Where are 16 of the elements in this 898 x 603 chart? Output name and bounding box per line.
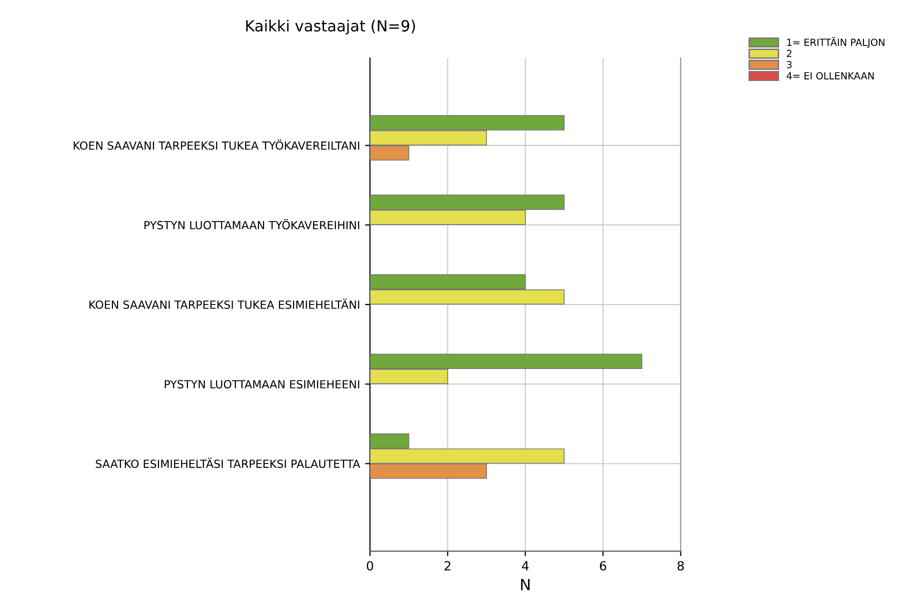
legend-label: 1= ERITTÄIN PALJON — [787, 36, 884, 48]
x-axis-title: N — [521, 578, 530, 590]
x-tick-label: 0 — [366, 561, 374, 571]
chart-title: Kaikki vastaajat (N=9) — [246, 20, 415, 35]
y-tick-label: SAATKO ESIMIEHELTÄSI TARPEEKSI PALAUTETTA — [96, 458, 360, 468]
legend-label: 4= EI OLLENKAAN — [786, 72, 874, 80]
x-tick-label: 6 — [600, 561, 606, 571]
x-tick-label: 8 — [678, 561, 684, 571]
y-tick-label: KOEN SAAVANI TARPEEKSI TUKEA ESIMIEHELTÄNI — [89, 298, 360, 309]
y-tick-label: KOEN SAAVANI TARPEEKSI TUKEA TYÖKAVEREILTANI — [74, 140, 360, 150]
y-tick-label: PYSTYN LUOTTAMAAN TYÖKAVEREIHINI — [144, 219, 360, 230]
x-tick-label: 4 — [522, 561, 529, 570]
legend-label: 3 — [786, 60, 792, 68]
legend-label: 2 — [786, 50, 792, 57]
x-tick-label: 2 — [444, 561, 450, 570]
y-tick-label: PYSTYN LUOTTAMAAN ESIMIEHEENI — [164, 380, 360, 388]
